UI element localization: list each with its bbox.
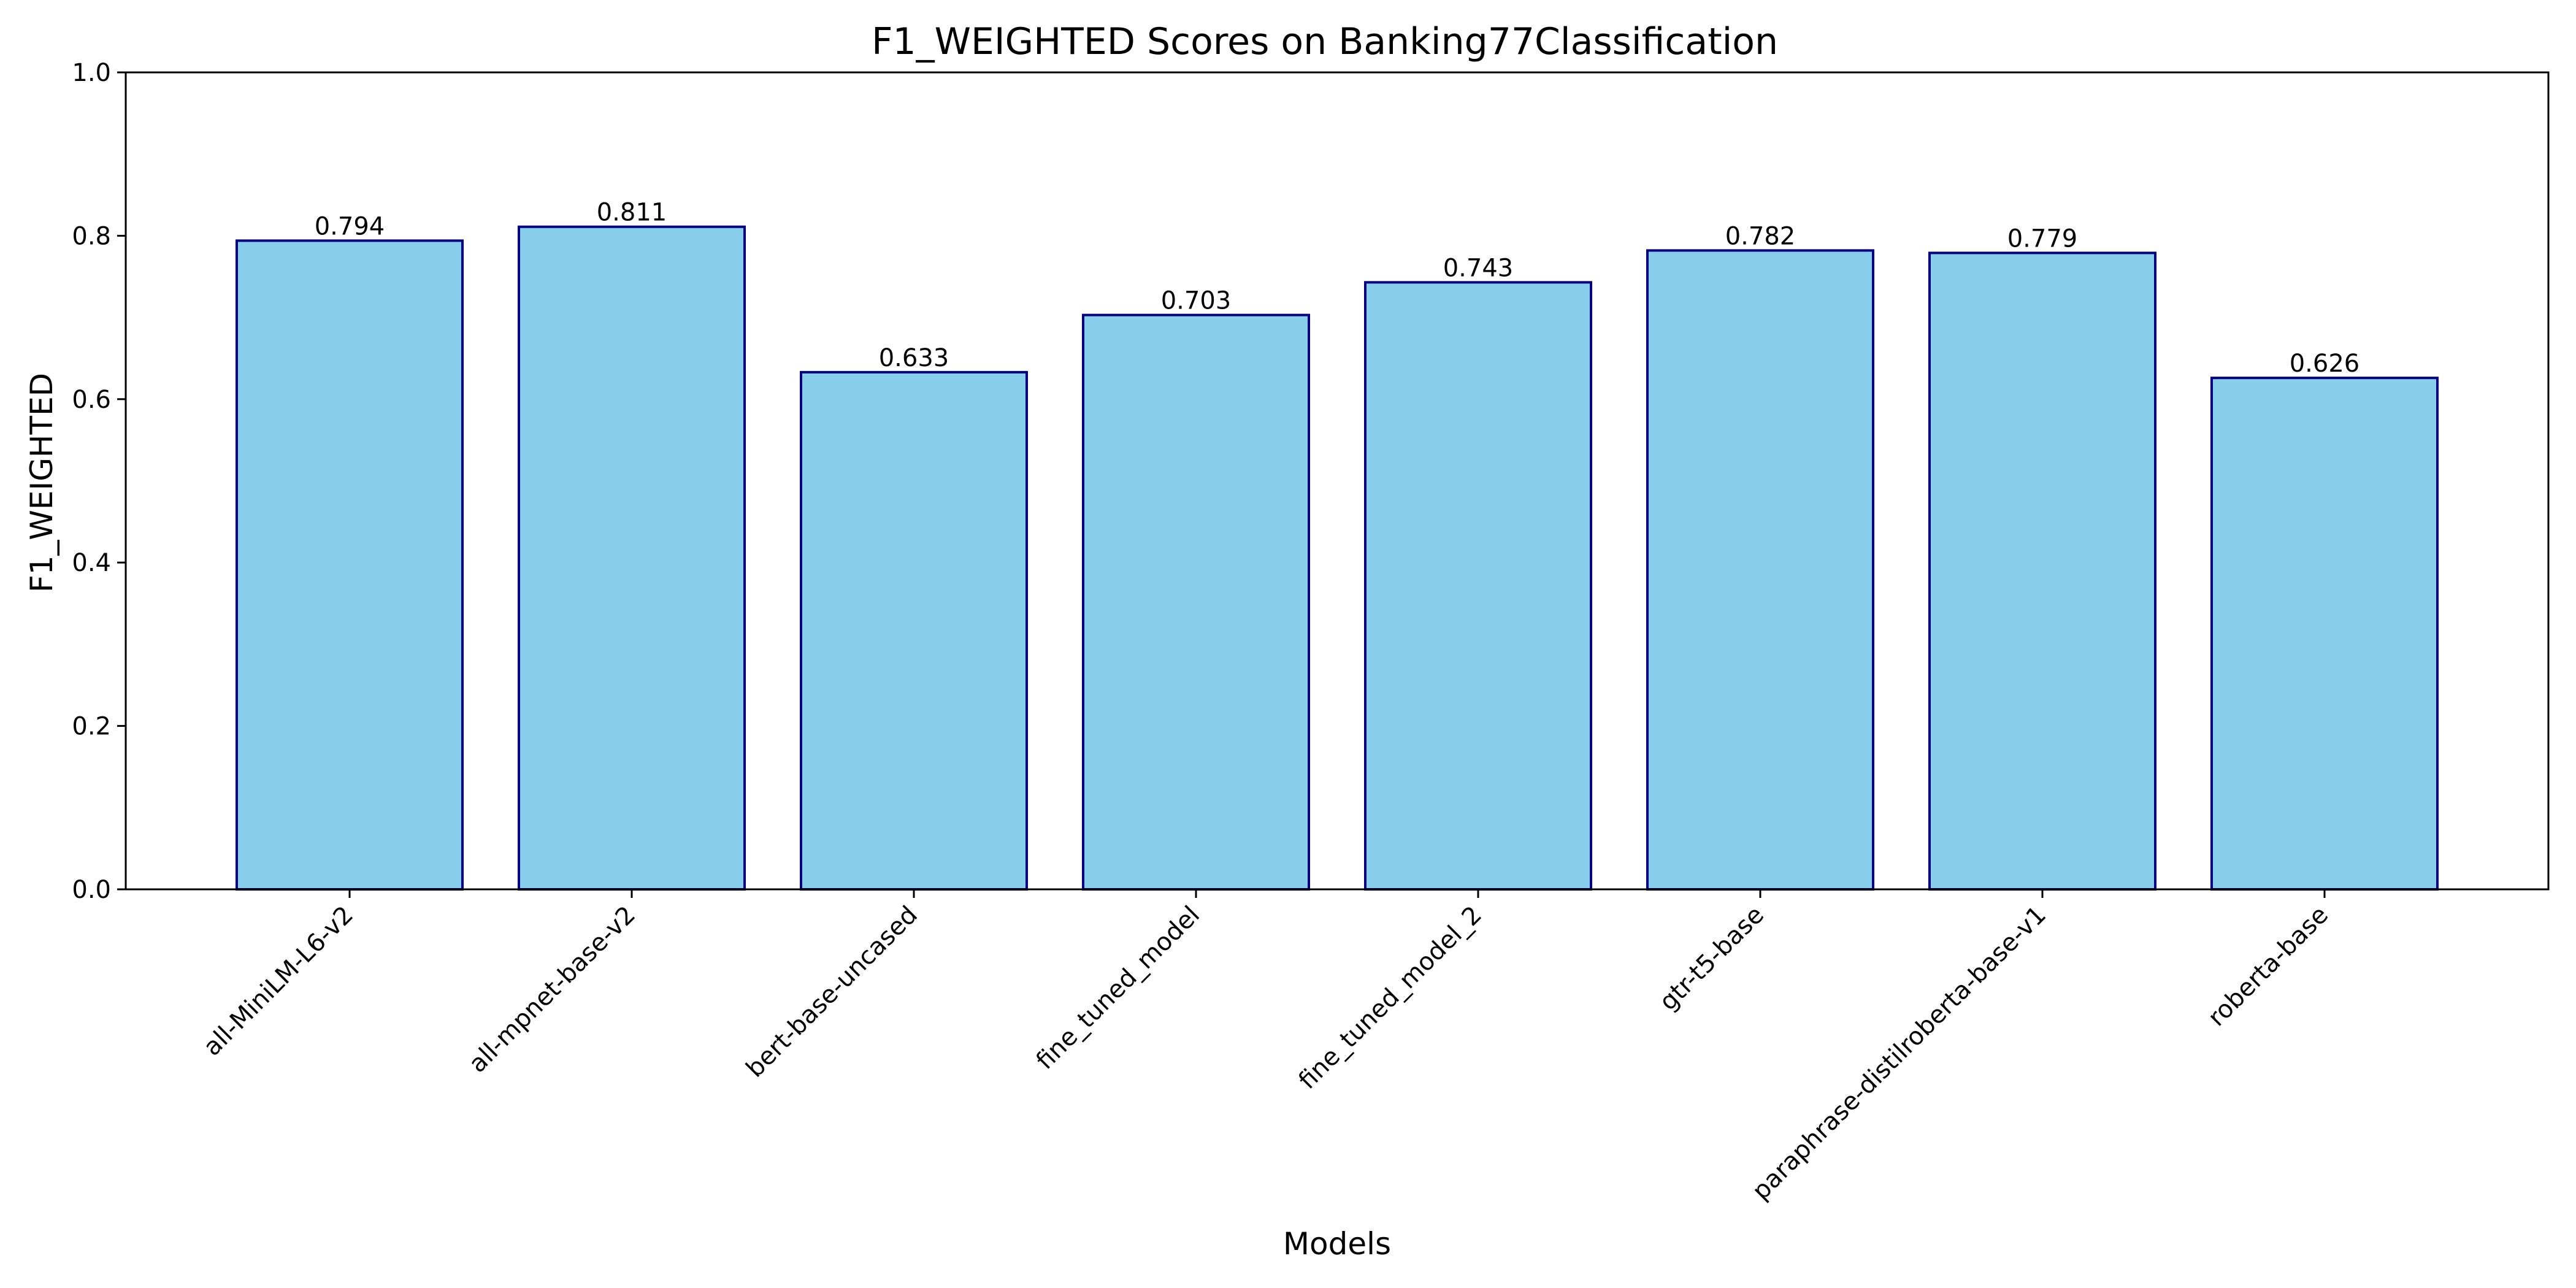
plot-area-frame [125, 71, 2550, 891]
y-tick-label: 0.2 [72, 713, 111, 741]
bar-all-MiniLM-L6-v2 [236, 239, 464, 891]
x-axis-label: Models [1283, 1226, 1391, 1262]
bar-all-mpnet-base-v2 [518, 225, 746, 891]
data-label: 0.811 [597, 199, 667, 227]
y-tick-label: 0.8 [72, 222, 111, 250]
bar-gtr-t5-base [1646, 249, 1874, 891]
data-label: 0.779 [2007, 224, 2078, 253]
chart-title: F1_WEIGHTED Scores on Banking77Classific… [872, 20, 1778, 63]
bar-bert-base-uncased [800, 370, 1028, 891]
data-label: 0.782 [1725, 222, 1796, 250]
bar-fine_tuned_model_2 [1364, 281, 1592, 891]
y-axis: 0.0 0.2 0.4 0.6 0.8 1.0 [72, 59, 126, 904]
data-label: 0.794 [315, 212, 385, 240]
y-axis-label: F1_WEIGHTED [24, 373, 59, 592]
data-label: 0.633 [879, 344, 949, 372]
bar-roberta-base [2210, 377, 2439, 891]
bar-fine_tuned_model [1082, 313, 1310, 891]
bars-layer: 0.794 0.811 0.633 0.703 0.743 0.782 0.779 0.626 [236, 199, 2439, 891]
y-tick-label: 0.6 [72, 386, 111, 414]
y-tick-label: 1.0 [72, 59, 111, 87]
y-tick-label: 0.0 [72, 876, 111, 904]
bar-paraphrase-distilroberta-base-v1 [1928, 251, 2156, 891]
data-label: 0.703 [1161, 287, 1232, 315]
data-label: 0.626 [2290, 350, 2360, 378]
y-tick-label: 0.4 [72, 549, 111, 577]
data-label: 0.743 [1443, 254, 1514, 282]
